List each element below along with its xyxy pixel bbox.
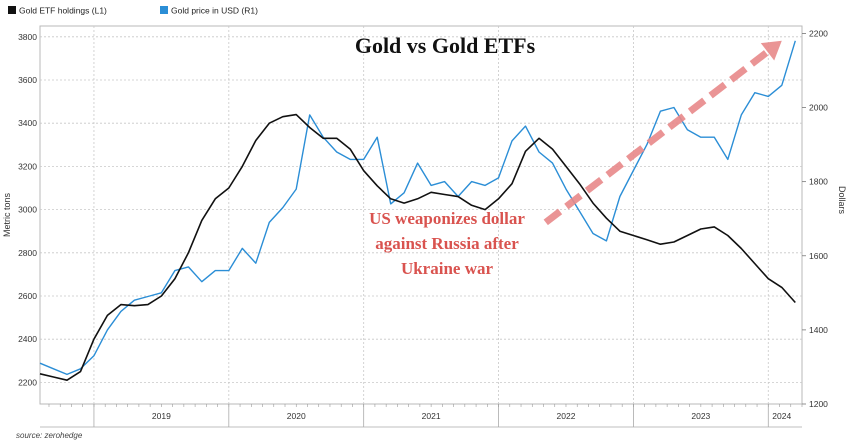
legend-swatch-gold [160, 6, 168, 14]
x-tick-label: 2022 [557, 411, 576, 421]
x-tick-label: 2024 [772, 411, 791, 421]
left-axis-title: Metric tons [2, 192, 12, 237]
x-tick-label: 2020 [287, 411, 306, 421]
x-tick-label: 2019 [152, 411, 171, 421]
x-tick-label: 2023 [691, 411, 710, 421]
annotation-line-1: US weaponizes dollar [369, 209, 525, 228]
left-tick-label: 2400 [18, 334, 37, 344]
left-tick-label: 3600 [18, 75, 37, 85]
annotation-line-2: against Russia after [375, 234, 519, 253]
left-tick-label: 2800 [18, 248, 37, 258]
series-line-gold [39, 40, 796, 376]
right-tick-label: 1200 [809, 399, 828, 409]
plot-background [39, 25, 803, 405]
trend-arrow [543, 40, 782, 226]
chart-title: Gold vs Gold ETFs [355, 33, 536, 58]
annotation: US weaponizes dollar against Russia afte… [369, 209, 525, 278]
left-tick-label: 2200 [18, 377, 37, 387]
right-axis-title: Dollars [837, 186, 847, 215]
right-tick-label: 1800 [809, 177, 828, 187]
left-tick-label: 3000 [18, 205, 37, 215]
x-tick-label: 2021 [422, 411, 441, 421]
trend-arrow-head [760, 40, 782, 61]
legend-swatch-etf [8, 6, 16, 14]
right-tick-label: 1400 [809, 325, 828, 335]
legend: Gold ETF holdings (L1) Gold price in USD… [8, 6, 258, 16]
gridlines [40, 26, 802, 404]
series-layer [39, 40, 796, 382]
series-line-etf [39, 113, 796, 382]
right-tick-label: 2000 [809, 103, 828, 113]
legend-label-gold: Gold price in USD (R1) [171, 6, 258, 16]
left-tick-label: 3400 [18, 118, 37, 128]
right-axis: 1200 1400 1600 1800 2000 2200 [802, 28, 828, 409]
left-tick-label: 3800 [18, 32, 37, 42]
left-tick-label: 3200 [18, 161, 37, 171]
right-tick-label: 1600 [809, 251, 828, 261]
left-axis: 2200 2400 2600 2800 3000 3200 3400 3600 3800 [18, 32, 37, 388]
left-tick-label: 2600 [18, 291, 37, 301]
source-note: source: zerohedge [16, 431, 83, 440]
trend-arrow-shaft [543, 49, 770, 226]
right-tick-label: 2200 [809, 28, 828, 38]
legend-label-etf: Gold ETF holdings (L1) [19, 6, 107, 16]
x-axis: 2019 2020 2021 2022 2023 2024 [40, 404, 803, 428]
annotation-line-3: Ukraine war [401, 259, 494, 278]
